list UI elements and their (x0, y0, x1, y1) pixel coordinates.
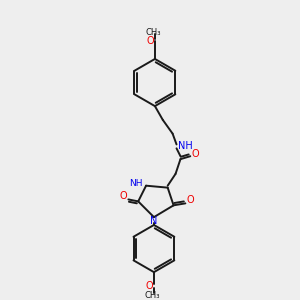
Text: O: O (187, 195, 194, 206)
Text: O: O (191, 149, 199, 159)
Text: O: O (145, 281, 153, 291)
Text: N: N (150, 216, 158, 226)
Text: CH₃: CH₃ (144, 291, 160, 300)
Text: NH: NH (129, 179, 142, 188)
Text: CH₃: CH₃ (145, 28, 161, 37)
Text: O: O (120, 191, 127, 202)
Text: O: O (146, 36, 154, 46)
Text: NH: NH (178, 141, 193, 152)
